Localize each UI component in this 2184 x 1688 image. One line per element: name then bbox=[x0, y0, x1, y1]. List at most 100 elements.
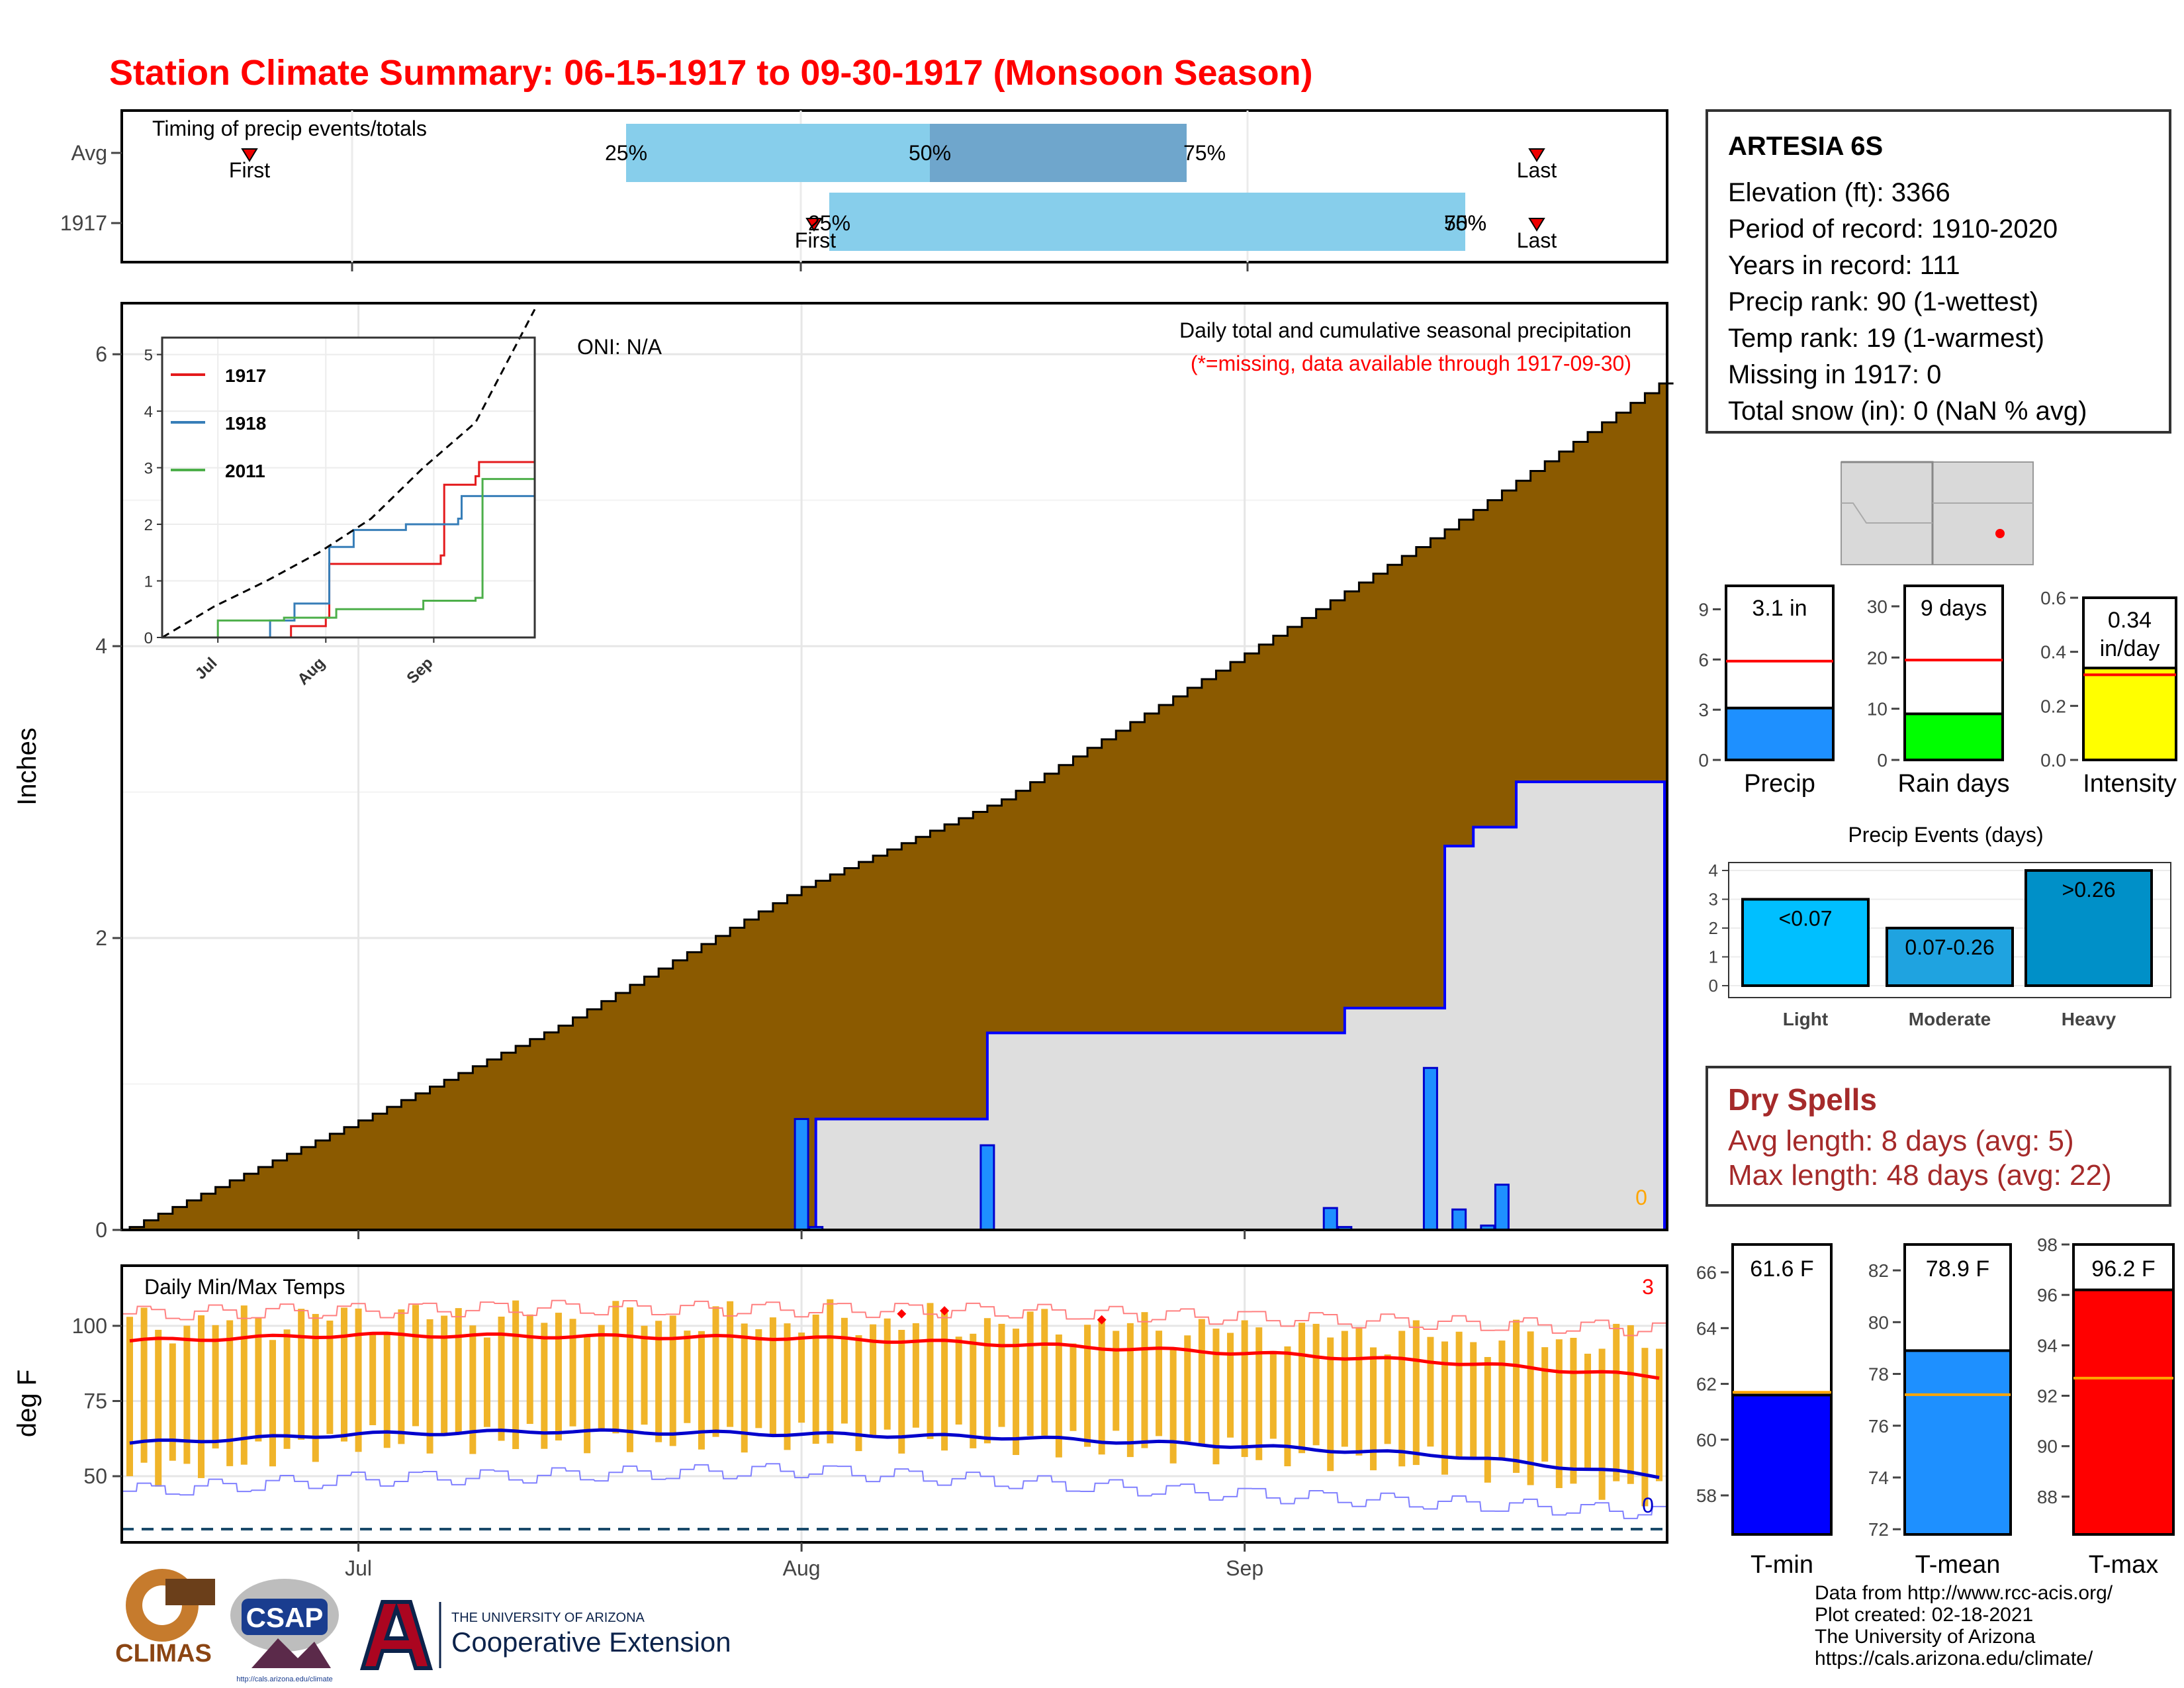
temp-ytick: 50 bbox=[83, 1464, 107, 1488]
daily-temp-bar bbox=[283, 1329, 291, 1449]
tmax-ytick: 90 bbox=[2037, 1436, 2058, 1457]
record-high-count: 3 bbox=[1642, 1275, 1654, 1299]
precip-ytick: 0 bbox=[95, 1218, 107, 1242]
csap-logo: CSAP http://cals.arizona.edu/climate bbox=[230, 1579, 339, 1683]
daily-temp-bar bbox=[1541, 1347, 1549, 1462]
daily-temp-bar bbox=[1570, 1338, 1577, 1484]
daily-temp-bar bbox=[1227, 1333, 1234, 1438]
daily-temp-bar bbox=[784, 1323, 791, 1450]
tmin-ytick: 64 bbox=[1696, 1318, 1717, 1338]
dry-spells-avg: Avg length: 8 days (avg: 5) bbox=[1728, 1125, 2074, 1157]
1917-25-label: 25% bbox=[808, 211, 850, 235]
tmax-ytick: 92 bbox=[2037, 1386, 2058, 1407]
daily-temp-bar bbox=[1269, 1350, 1277, 1439]
daily-temp-bar bbox=[698, 1331, 705, 1450]
intensity-ytick: 0.6 bbox=[2040, 588, 2066, 608]
daily-temp-bar bbox=[941, 1311, 948, 1451]
inset-ytick: 3 bbox=[144, 460, 153, 478]
precip-ytick: 4 bbox=[95, 634, 107, 658]
precip-ytick: 6 bbox=[1698, 649, 1709, 670]
events-ytick: 2 bbox=[1709, 918, 1718, 938]
daily-temp-bar bbox=[1355, 1327, 1363, 1456]
tmean-ytick: 72 bbox=[1868, 1519, 1889, 1540]
daily-temp-bar bbox=[169, 1343, 176, 1461]
tmin-ytick: 58 bbox=[1696, 1485, 1717, 1506]
timing-panel: Timing of precip events/totals Avg 1917 … bbox=[60, 109, 1668, 271]
daily-temp-bar bbox=[1198, 1319, 1205, 1446]
daily-temp-bar bbox=[1341, 1331, 1348, 1447]
daily-temp-bar bbox=[812, 1314, 819, 1444]
tmax-bar bbox=[2072, 1288, 2175, 1536]
daily-temp-bar bbox=[212, 1325, 219, 1449]
daily-temp-bar bbox=[955, 1336, 962, 1425]
missing-count: 0 bbox=[1635, 1186, 1647, 1209]
daily-temp-bar bbox=[755, 1329, 762, 1429]
event-bar-label: 0.07-0.26 bbox=[1905, 935, 1994, 959]
daily-temp-bar bbox=[255, 1318, 262, 1442]
precip-label: Precip bbox=[1744, 770, 1815, 798]
daily-temp-bar bbox=[498, 1316, 505, 1441]
station-line-elevation: Elevation (ft): 3366 bbox=[1728, 178, 1950, 207]
tmin-bar bbox=[1731, 1393, 1833, 1536]
precip-panel: 0 2 4 6 Inches Daily total and cumulative s… bbox=[13, 302, 1674, 1242]
daily-temp-bar bbox=[1141, 1312, 1148, 1448]
daily-temp-bar bbox=[769, 1317, 776, 1435]
tmax-ytick: 94 bbox=[2037, 1335, 2058, 1356]
event-bar-heavy bbox=[2025, 869, 2153, 987]
intensity-mini-chart: 0.0 0.2 0.4 0.6 0.34 in/day Intensity bbox=[2040, 588, 2177, 798]
rain-days-ytick: 20 bbox=[1867, 647, 1888, 668]
precip-caption: Daily total and cumulative seasonal prec… bbox=[1179, 318, 1631, 342]
precip-ytick: 6 bbox=[95, 342, 107, 366]
climas-text: CLIMAS bbox=[115, 1640, 212, 1667]
events-ytick: 0 bbox=[1709, 976, 1718, 996]
daily-temp-bar bbox=[340, 1307, 347, 1442]
event-bar-light bbox=[1741, 898, 1870, 987]
ua-line1: THE UNIVERSITY OF ARIZONA bbox=[451, 1611, 645, 1625]
inset-line-avg bbox=[161, 308, 536, 639]
event-bar-label: >0.26 bbox=[2062, 878, 2116, 902]
daily-temp-bar bbox=[655, 1321, 662, 1442]
station-line-period: Period of record: 1910-2020 bbox=[1728, 214, 2058, 244]
daily-temp-bar bbox=[1555, 1339, 1563, 1488]
station-info-card: ARTESIA 6S Elevation (ft): 3366 Period o… bbox=[1706, 109, 2171, 434]
daily-temp-bar bbox=[1656, 1348, 1662, 1481]
station-location-dot bbox=[1995, 529, 2005, 538]
avg-timing-dark-bar bbox=[930, 124, 1187, 182]
climas-logo: CLIMAS bbox=[115, 1569, 215, 1667]
tmean-ytick: 78 bbox=[1868, 1364, 1889, 1385]
tmin-ytick: 62 bbox=[1696, 1374, 1717, 1395]
avg-75-label: 75% bbox=[1183, 141, 1226, 165]
daily-temp-bar bbox=[898, 1329, 905, 1454]
daily-temp-bar bbox=[1498, 1340, 1506, 1459]
record-low-count: 0 bbox=[1642, 1493, 1654, 1517]
station-line-years: Years in record: 111 bbox=[1728, 251, 1960, 280]
rain-days-ytick: 30 bbox=[1867, 596, 1888, 617]
intensity-ytick: 0.2 bbox=[2040, 696, 2066, 716]
dry-spells-title: Dry Spells bbox=[1728, 1082, 1877, 1117]
1917-cumulative-area bbox=[801, 780, 1666, 1231]
intensity-bar bbox=[2082, 667, 2177, 762]
daily-temp-bar bbox=[1427, 1336, 1434, 1447]
daily-temp-bar bbox=[183, 1325, 191, 1464]
daily-precip-bar bbox=[1322, 1207, 1338, 1231]
daily-precip-bar bbox=[1422, 1066, 1438, 1231]
timing-row-1917: 1917 bbox=[60, 211, 107, 235]
event-category: Light bbox=[1783, 1009, 1828, 1029]
record-max-line bbox=[123, 1299, 1666, 1336]
temp-xtick: Sep bbox=[1226, 1556, 1263, 1580]
daily-temp-bar bbox=[1156, 1331, 1163, 1436]
daily-temp-bar bbox=[884, 1318, 891, 1430]
temp-label: Daily Min/Max Temps bbox=[144, 1275, 345, 1299]
missing-note: (*=missing, data available through 1917-… bbox=[1191, 352, 1631, 375]
1917-first-marker-icon bbox=[805, 218, 823, 232]
tmin-ytick: 60 bbox=[1696, 1430, 1717, 1450]
daily-temp-bar bbox=[226, 1320, 234, 1466]
inset-legend: 1917 1918 2011 bbox=[171, 365, 266, 481]
avg-first-label: First bbox=[229, 158, 270, 182]
daily-precip-bar bbox=[1494, 1184, 1510, 1231]
precip-ytick: 9 bbox=[1698, 599, 1709, 620]
station-name: ARTESIA 6S bbox=[1728, 132, 1884, 161]
rain-days-bar bbox=[1903, 712, 2004, 761]
